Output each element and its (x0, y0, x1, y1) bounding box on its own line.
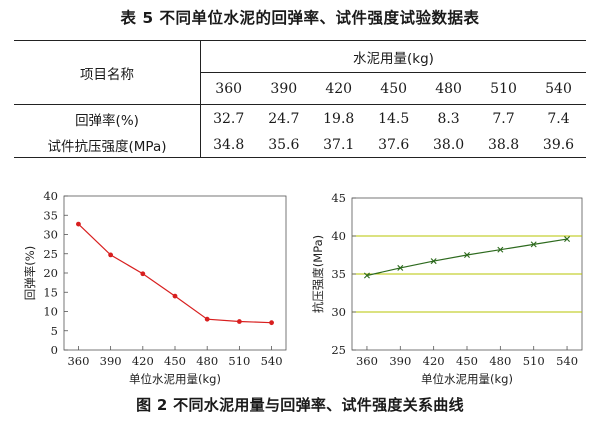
data-point (172, 293, 178, 299)
table-cell: 38.8 (476, 132, 531, 158)
x-tick-label: 360 (67, 354, 89, 368)
table-cell: 7.4 (547, 110, 570, 127)
data-point (108, 252, 114, 258)
table-cell: 37.6 (366, 132, 422, 158)
y-tick-label: 30 (331, 305, 346, 319)
column-header: 450 (366, 72, 422, 105)
x-tick-label: 480 (489, 354, 511, 368)
y-tick-label: 30 (43, 228, 58, 242)
data-point (397, 264, 404, 271)
table-cell: 38.0 (421, 132, 477, 158)
x-tick-label: 540 (261, 354, 283, 368)
plot-frame (63, 195, 287, 351)
figure-caption: 图 2 不同水泥用量与回弹率、试件强度关系曲线 (136, 396, 464, 414)
series-line (78, 223, 272, 324)
data-point (236, 319, 242, 324)
column-header: 510 (476, 72, 531, 105)
data-point (269, 320, 274, 326)
x-tick-label: 390 (389, 354, 411, 368)
table-cell: 8.3 (437, 110, 460, 127)
table-title: 表 5 不同单位水泥的回弹率、试件强度试验数据表 (120, 9, 480, 27)
y-axis-label: 回弹率(%) (23, 246, 37, 300)
y-tick-label: 45 (331, 191, 346, 205)
x-tick-label: 450 (164, 354, 186, 368)
data-point (564, 236, 571, 243)
table-cell: 7.7 (492, 110, 515, 127)
x-tick-label: 360 (356, 354, 378, 368)
table-cell: 19.8 (323, 110, 355, 127)
series-line (366, 238, 568, 277)
data-point (497, 246, 504, 253)
table-cell: 37.1 (311, 132, 367, 158)
table-cell: 14.5 (378, 110, 410, 127)
x-axis-label: 单位水泥用量(kg) (421, 372, 513, 386)
x-tick-label: 510 (228, 354, 250, 368)
column-header: 360 (200, 72, 257, 105)
table-cell: 32.7 (213, 110, 245, 127)
table-cell: 35.6 (256, 132, 312, 158)
data-point (464, 252, 470, 258)
x-tick-label: 420 (423, 354, 445, 368)
x-tick-label: 510 (523, 354, 545, 368)
y-tick-label: 0 (51, 343, 58, 357)
x-tick-label: 390 (100, 354, 122, 368)
y-tick-label: 20 (43, 266, 58, 280)
y-tick-label: 15 (43, 285, 58, 299)
compressive-strength-chart: 25 30 35 40 45 360 390 420 450 480 510 540 单位水泥用量(kg… (311, 191, 583, 386)
table-row: 试件抗压强度(MPa) 34.8 35.6 37.1 37.6 38.0 38.… (14, 132, 586, 158)
y-tick-label: 40 (331, 229, 346, 243)
y-axis-label: 抗压强度(MPa) (311, 235, 325, 313)
column-header: 540 (531, 72, 586, 105)
cement-amount-header: 水泥用量(kg) (200, 40, 586, 73)
table-row: 回弹率(%) 32.7 24.7 19.8 14.5 8.3 7.7 7.4 (14, 104, 586, 132)
table-cell: 39.6 (531, 132, 586, 158)
x-tick-label: 420 (132, 354, 154, 368)
table-cell: 24.7 (268, 110, 300, 127)
x-tick-label: 480 (196, 354, 218, 368)
y-tick-label: 40 (43, 189, 58, 203)
data-point (140, 271, 146, 277)
data-point (204, 316, 210, 322)
y-tick-label: 25 (43, 247, 58, 261)
table-cell: 34.8 (200, 132, 257, 158)
data-point (363, 272, 370, 279)
column-header: 390 (256, 72, 312, 105)
x-tick-label: 450 (456, 354, 478, 368)
column-header: 480 (421, 72, 477, 105)
row-name: 试件抗压强度(MPa) (14, 132, 201, 158)
data-point (76, 221, 81, 227)
row-name: 回弹率(%) (14, 104, 201, 132)
data-table: 项目名称 水泥用量(kg) 360 390 420 450 480 510 54… (14, 40, 586, 158)
column-header: 420 (311, 72, 367, 105)
y-tick-label: 5 (51, 324, 58, 338)
data-point (430, 258, 437, 265)
y-tick-label: 10 (43, 305, 58, 319)
x-tick-label: 540 (556, 354, 578, 368)
y-tick-label: 35 (43, 208, 58, 222)
y-tick-label: 25 (331, 343, 346, 357)
x-axis-label: 单位水泥用量(kg) (129, 372, 221, 386)
item-name-header: 项目名称 (14, 40, 201, 105)
data-point (530, 241, 537, 248)
y-tick-label: 35 (331, 267, 346, 281)
